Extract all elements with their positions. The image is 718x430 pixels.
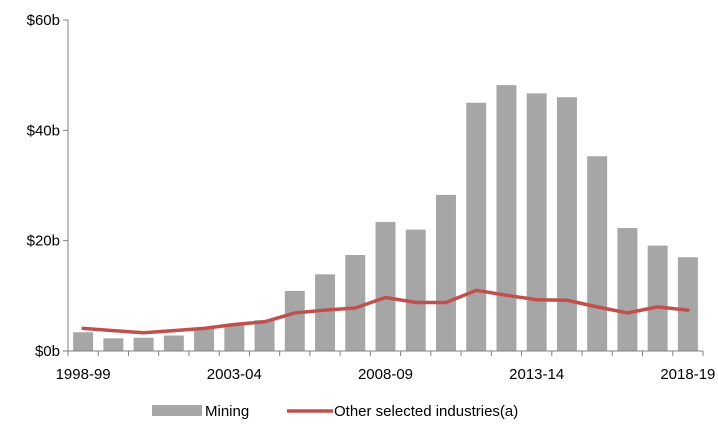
bar-2009-10 — [405, 229, 426, 351]
y-axis-labels: $0b $20b $40b $60b — [27, 12, 60, 360]
bar-2008-09 — [375, 221, 396, 351]
bar-1998-99 — [73, 332, 94, 351]
bar-2018-19 — [677, 257, 698, 351]
bar-2004-05 — [254, 320, 275, 351]
x-tick-label: 2018-19 — [660, 366, 715, 383]
bar-2005-06 — [284, 290, 305, 351]
line-series-other — [81, 288, 690, 335]
x-tick-label: 2008-09 — [358, 366, 413, 383]
bar-2002-03 — [194, 328, 215, 351]
y-tick-label: $20b — [27, 233, 60, 250]
bar-2000-01 — [133, 337, 154, 351]
bar-1999-00 — [103, 338, 124, 351]
x-tick-label: 2003-04 — [207, 366, 262, 383]
bar-2017-18 — [647, 245, 668, 351]
legend: Mining Other selected industries(a) — [152, 403, 518, 420]
x-tick-label: 2013-14 — [509, 366, 564, 383]
legend-label-mining: Mining — [205, 403, 249, 420]
bar-2003-04 — [224, 324, 245, 351]
legend-label-other: Other selected industries(a) — [334, 403, 518, 420]
legend-swatch-mining — [152, 405, 202, 416]
bar-2007-08 — [345, 255, 366, 351]
bar-2016-17 — [617, 227, 638, 351]
x-axis-labels: 1998-99 2003-04 2008-09 2013-14 2018-19 — [56, 366, 716, 383]
bar-2010-11 — [436, 194, 456, 351]
y-tick-label: $40b — [27, 122, 60, 139]
bar-2014-15 — [556, 97, 577, 351]
bar-series-mining — [73, 85, 698, 352]
bar-2001-02 — [163, 335, 184, 351]
bar-2006-07 — [315, 274, 336, 351]
bar-2011-12 — [466, 102, 487, 351]
bar-2013-14 — [526, 93, 547, 352]
y-tick-label: $60b — [27, 12, 60, 29]
x-tick-label: 1998-99 — [56, 366, 111, 383]
axes — [63, 19, 704, 356]
bar-2015-16 — [587, 156, 608, 351]
bar-2012-13 — [496, 85, 517, 351]
y-tick-label: $0b — [35, 343, 60, 360]
